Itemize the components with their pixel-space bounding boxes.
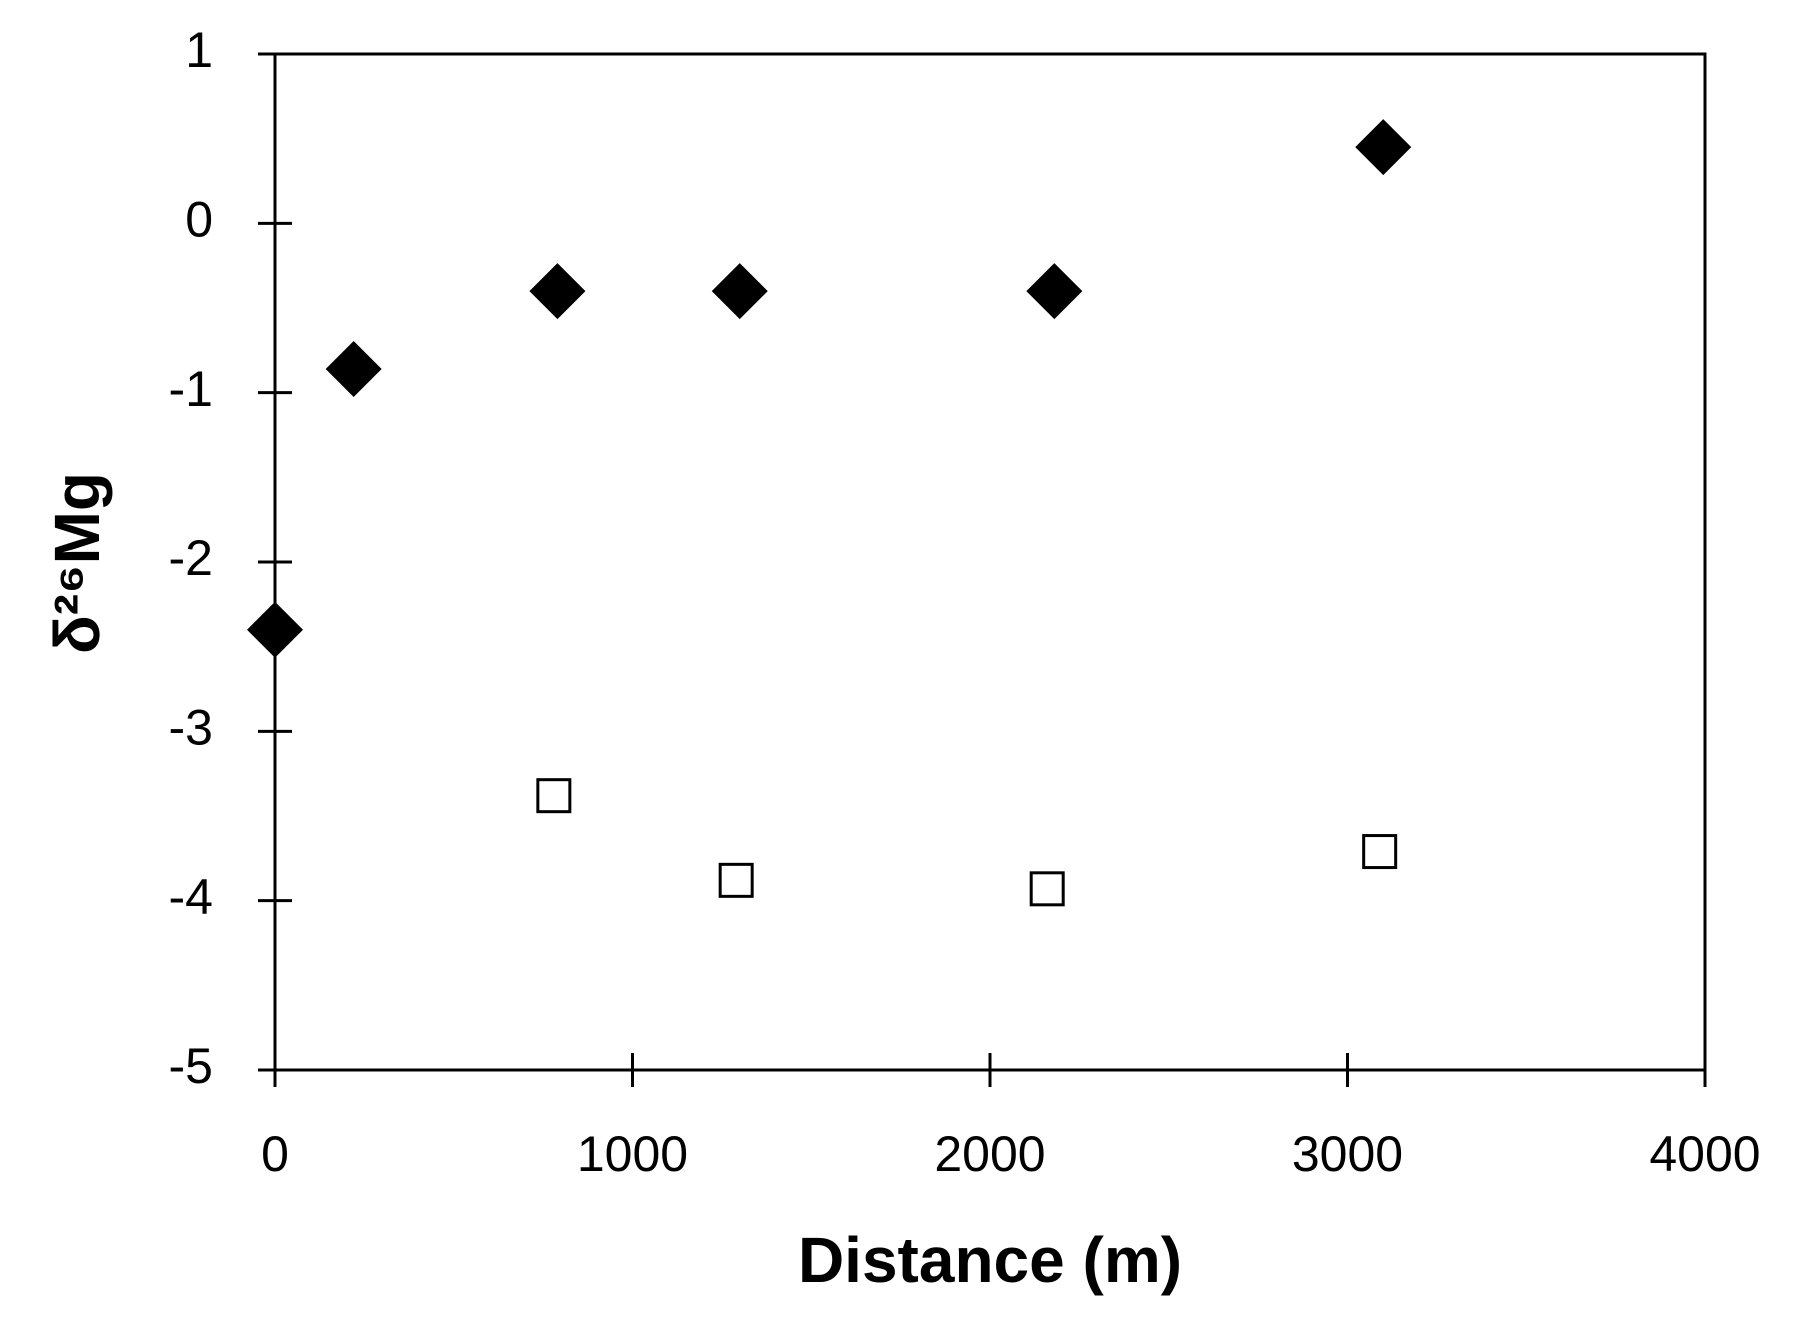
x-tick-label: 3000 bbox=[1292, 1126, 1403, 1182]
diamond-point bbox=[247, 601, 303, 658]
square-point bbox=[1362, 834, 1398, 870]
y-tick-label: -2 bbox=[169, 530, 213, 586]
square-point bbox=[718, 862, 754, 898]
y-tick-label: 0 bbox=[185, 192, 213, 248]
y-tick-label: 1 bbox=[185, 22, 213, 78]
square-point bbox=[536, 778, 572, 814]
plot-frame bbox=[273, 52, 1707, 1072]
y-tick-label: -3 bbox=[169, 700, 213, 756]
diamond-point bbox=[711, 263, 768, 320]
diamond-point bbox=[529, 263, 586, 320]
y-tick-label: -4 bbox=[169, 869, 213, 925]
diamond-point bbox=[1026, 263, 1083, 320]
y-axis-label: δ²⁶Mg bbox=[41, 472, 113, 654]
x-tick-label: 4000 bbox=[1649, 1126, 1760, 1182]
x-tick-label: 0 bbox=[261, 1126, 289, 1182]
x-tick-label: 1000 bbox=[577, 1126, 688, 1182]
y-tick-label: -1 bbox=[169, 361, 213, 417]
diamond-point bbox=[1355, 119, 1412, 176]
y-tick-label: -5 bbox=[169, 1038, 213, 1094]
x-axis-label: Distance (m) bbox=[798, 1224, 1182, 1296]
square-point bbox=[1029, 871, 1065, 907]
diamond-point bbox=[325, 340, 382, 397]
x-tick-label: 2000 bbox=[934, 1126, 1045, 1182]
